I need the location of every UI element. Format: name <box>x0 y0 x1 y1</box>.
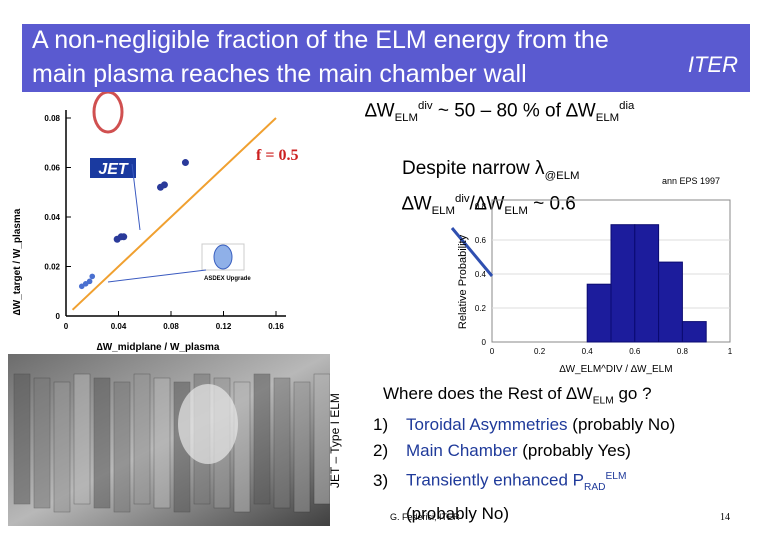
rest-suffix: go ? <box>613 384 652 403</box>
scatter-point <box>120 233 128 241</box>
rest-question: Where does the Rest of ∆WELM go ? <box>383 384 652 406</box>
histogram-y-tick-label: 0.2 <box>475 304 487 313</box>
scatter-y-label: ∆W_target / W_plasma <box>12 208 23 315</box>
slide-title-line-2: main plasma reaches the main chamber wal… <box>32 60 527 88</box>
reasons-list: 1) Toroidal Asymmetries (probably No) 2) M… <box>373 412 675 527</box>
elm-sub-2: ELM <box>595 112 620 125</box>
title-bar: A non-negligible fraction of the ELM ene… <box>22 24 750 92</box>
histogram-bar <box>658 261 683 343</box>
scatter-x-label: ∆W_midplane / W_plasma <box>97 342 220 353</box>
dw-symbol: ∆W <box>365 100 395 122</box>
reason-sub: RAD <box>583 482 606 494</box>
despite-text: Despite narrow λ@ELM ∆WELMdiv/∆WELM ~ 0.… <box>402 157 580 223</box>
page-number: 14 <box>720 512 730 523</box>
scatter-point <box>89 273 96 280</box>
histogram-bar <box>586 283 612 343</box>
scatter-point <box>181 159 189 167</box>
reason-note: (probably Yes) <box>517 441 631 460</box>
reason-number: 3) <box>373 470 389 490</box>
despite-line-1: Despite narrow λ@ELM <box>402 157 580 188</box>
histogram-bar <box>610 224 636 343</box>
histogram-x-tick-label: 0.4 <box>582 347 594 356</box>
scatter-y-tick-label: 0.08 <box>44 114 60 123</box>
footer-author: G. Federici, ITER <box>390 512 460 522</box>
jet-vessel-photo <box>8 354 330 526</box>
slide-title-line-1: A non-negligible fraction of the ELM ene… <box>32 26 609 54</box>
dia-sup: dia <box>619 100 635 112</box>
reason-note: (probably No) <box>406 504 509 524</box>
histogram-x-tick-label: 0.6 <box>629 347 641 356</box>
scatter-x-tick-label: 0 <box>64 322 69 331</box>
scatter-x-tick-label: 0.12 <box>216 322 232 331</box>
reason-item: 3) Transiently enhanced PRADELM <box>373 464 675 501</box>
scatter-y-tick-label: 0 <box>56 312 61 321</box>
iter-logo: ITER <box>687 52 738 77</box>
scatter-y-tick-label: 0.02 <box>44 263 60 272</box>
scatter-point <box>86 278 93 285</box>
fit-annotation: f = 0.5 <box>256 147 298 164</box>
histogram-y-tick-label: 0.4 <box>475 270 487 279</box>
histogram-x-tick-label: 1 <box>728 347 733 356</box>
asdex-label: ASDEX Upgrade <box>204 276 251 282</box>
histogram-y-label: Relative Probability <box>457 234 469 329</box>
side-label: JET – Type I ELM <box>328 393 342 488</box>
scatter-plot: 0 0.02 0.04 0.06 0.08 0 0.04 0.08 0.12 0.16 JET A… <box>8 92 338 354</box>
scatter-y-tick-label: 0.06 <box>44 164 60 173</box>
rest-sub: ELM <box>592 395 614 407</box>
histogram-bar <box>634 224 660 343</box>
ratio-sub-2: ELM <box>504 204 528 217</box>
histogram-y-tick-label: 0 <box>482 338 487 347</box>
ratio-a: ∆W <box>402 193 432 215</box>
elm-sub: ELM <box>394 112 418 125</box>
reason-number: 1) <box>373 415 389 434</box>
histogram-reference: ann EPS 1997 <box>662 176 720 186</box>
ratio-c: ~ 0.6 <box>527 193 576 215</box>
histogram-plot: ann EPS 1997 0 0.2 0.4 0.6 0.8 0 0.2 0.4 0.6 0.8 1… <box>450 176 733 375</box>
tokamak-cross-section-icon <box>92 92 124 134</box>
jet-logo-icon <box>90 158 136 178</box>
histogram-x-label: ∆W_ELM^DIV / ∆W_ELM <box>559 364 672 375</box>
histogram-x-tick-label: 0.8 <box>677 347 689 356</box>
fraction-middle: ~ 50 – 80 % of ∆W <box>432 100 596 122</box>
histogram-bar <box>681 321 707 343</box>
asdex-arrow <box>107 269 207 283</box>
rest-prefix: Where does the Rest of ∆W <box>383 384 593 403</box>
histogram-x-tick-label: 0 <box>490 347 495 356</box>
reason-note: (probably No) <box>567 415 676 434</box>
despite-lambda: Despite narrow λ <box>402 158 545 179</box>
scatter-point <box>160 181 168 189</box>
jet-arrow <box>131 163 141 231</box>
histogram-arrow <box>450 227 494 277</box>
histogram-y-tick-label: 0.8 <box>475 202 487 211</box>
energy-fraction-text: ∆WELMdiv ~ 50 – 80 % of ∆WELMdia <box>365 100 634 124</box>
reason-item-continuation: (probably No) <box>373 501 675 527</box>
scatter-x-tick-label: 0.16 <box>268 322 284 331</box>
reason-number: 2) <box>373 441 389 460</box>
reason-sup: ELM <box>605 471 627 482</box>
fit-line <box>71 117 277 311</box>
reason-main: Transiently enhanced P <box>406 470 584 490</box>
ratio-sub-1: ELM <box>431 204 455 217</box>
reason-main: Main Chamber <box>406 441 518 460</box>
scatter-y-tick-label: 0.04 <box>44 213 60 222</box>
asdex-cross-section-icon <box>213 244 233 270</box>
scatter-x-tick-label: 0.04 <box>111 322 127 331</box>
ratio-sup-1: div <box>454 192 470 205</box>
reason-item: 2) Main Chamber (probably Yes) <box>373 438 675 464</box>
div-sup: div <box>417 100 433 112</box>
jet-logo-text: JET <box>98 161 129 178</box>
scatter-x-tick-label: 0.08 <box>163 322 179 331</box>
histogram-x-tick-label: 0.2 <box>534 347 546 356</box>
despite-line-2: ∆WELMdiv/∆WELM ~ 0.6 <box>402 188 580 223</box>
reason-main: Toroidal Asymmetries <box>406 415 568 434</box>
ratio-b: /∆W <box>469 193 505 215</box>
histogram-y-tick-label: 0.6 <box>475 236 487 245</box>
reason-item: 1) Toroidal Asymmetries (probably No) <box>373 412 675 438</box>
despite-lambda-sub: @ELM <box>544 169 580 182</box>
